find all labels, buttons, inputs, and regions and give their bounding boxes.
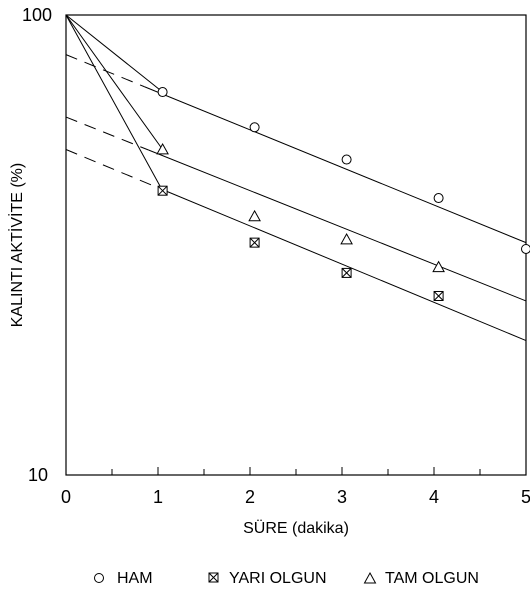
regression-line bbox=[144, 86, 527, 244]
data-point-yari-olgun bbox=[433, 290, 444, 301]
x-tick-label: 0 bbox=[61, 487, 71, 507]
initial-decay-line bbox=[65, 14, 164, 150]
data-point-ham bbox=[341, 154, 352, 165]
regression-line bbox=[148, 149, 527, 302]
data-points bbox=[156, 87, 530, 301]
x-axis-label: SÜRE (dakika) bbox=[243, 519, 349, 537]
data-point-tam-olgun bbox=[340, 233, 353, 245]
data-point-ham bbox=[433, 193, 444, 204]
x-tick-label: 4 bbox=[429, 487, 439, 507]
data-point-tam-olgun bbox=[156, 142, 169, 155]
x-tick-label: 5 bbox=[521, 487, 530, 507]
x-tick-label: 1 bbox=[153, 487, 163, 507]
y-tick-label-100: 100 bbox=[22, 5, 52, 25]
extrapolation-dashed-line bbox=[65, 149, 163, 191]
data-point-yari-olgun bbox=[249, 237, 260, 248]
regression-line bbox=[162, 189, 527, 342]
extrapolation-dashed-line bbox=[65, 116, 149, 151]
data-point-ham bbox=[521, 243, 530, 254]
fit-lines bbox=[65, 14, 527, 342]
legend-label-tam-olgun: TAM OLGUN bbox=[385, 570, 479, 587]
y-axis-label: KALINTI AKTİVİTE (%) bbox=[7, 163, 26, 327]
data-point-tam-olgun bbox=[248, 209, 261, 222]
initial-decay-line bbox=[65, 14, 163, 93]
y-tick-label-10: 10 bbox=[28, 465, 48, 485]
data-point-ham bbox=[157, 87, 168, 98]
data-point-tam-olgun bbox=[432, 260, 445, 273]
x-ticks: 0 1 2 3 4 5 bbox=[61, 467, 530, 507]
x-tick-label: 3 bbox=[337, 487, 347, 507]
extrapolation-dashed-line bbox=[65, 54, 145, 88]
legend-marker-ham bbox=[94, 573, 104, 583]
legend-marker-yari-olgun bbox=[208, 572, 219, 583]
data-point-ham bbox=[249, 122, 260, 133]
data-point-yari-olgun bbox=[157, 185, 168, 196]
x-tick-label: 2 bbox=[245, 487, 255, 507]
legend-label-yari-olgun: YARI OLGUN bbox=[229, 570, 327, 587]
legend-marker-tam-olgun bbox=[363, 571, 377, 584]
legend-label-ham: HAM bbox=[117, 570, 153, 587]
legend: HAM YARI OLGUN TAM OLGUN bbox=[94, 570, 479, 587]
data-point-yari-olgun bbox=[341, 267, 352, 278]
initial-decay-line bbox=[65, 14, 164, 191]
